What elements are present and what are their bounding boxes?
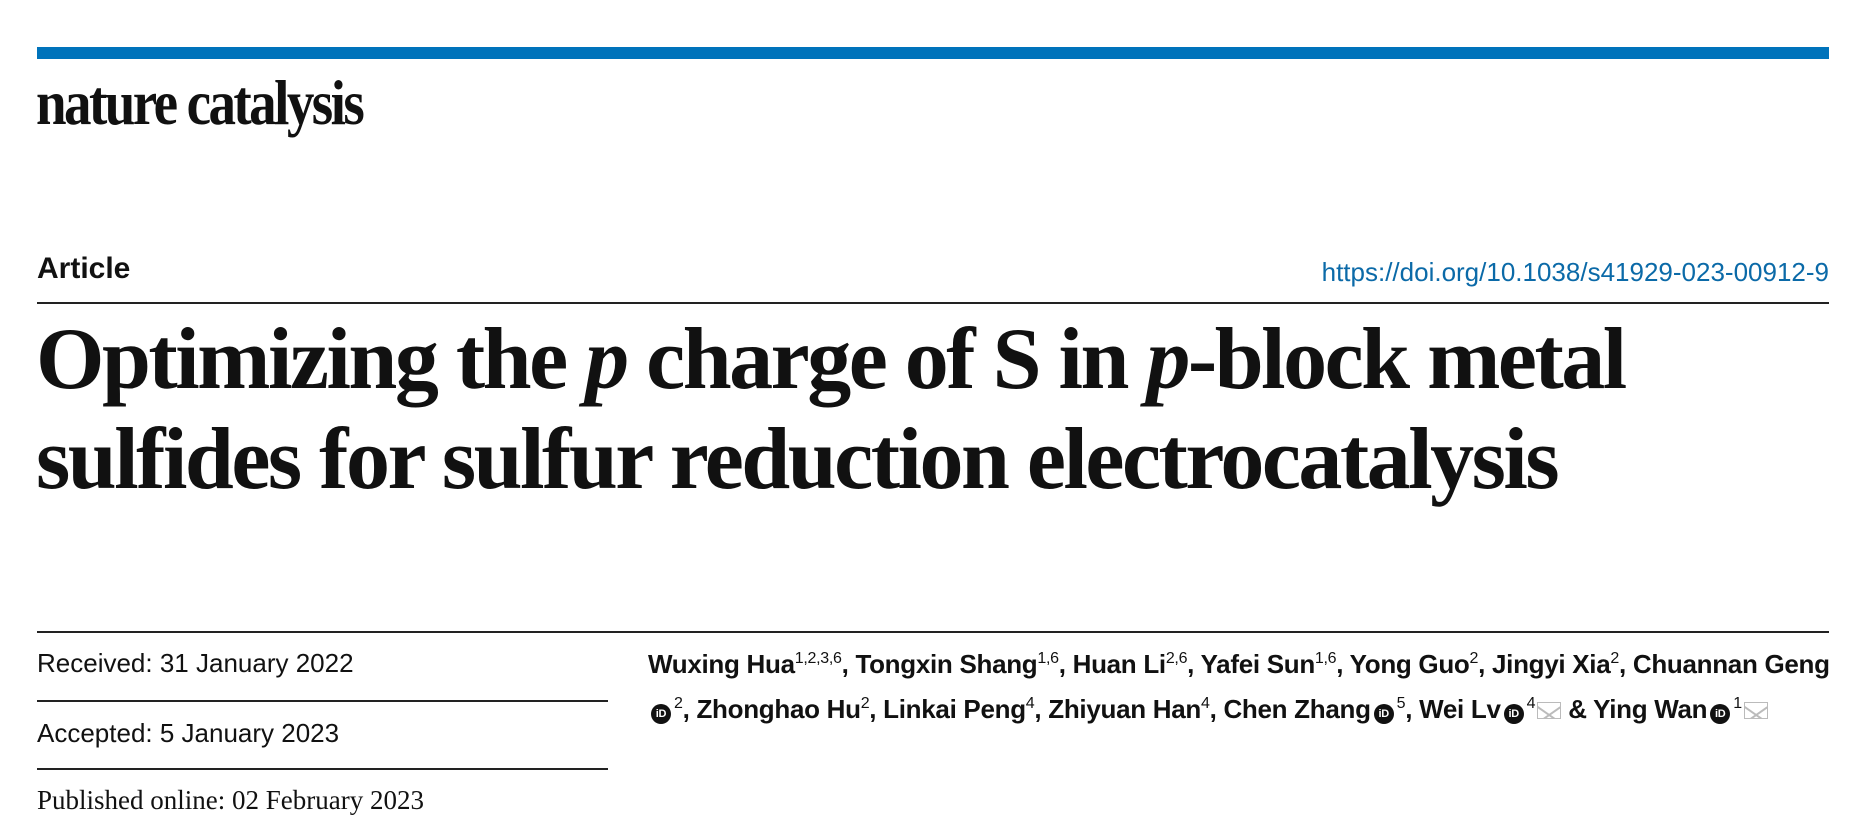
author-name[interactable]: Chuannan Geng (1632, 649, 1830, 679)
header-divider (37, 302, 1829, 304)
author[interactable]: Huan Li2,6 (1073, 649, 1188, 679)
author-name[interactable]: Linkai Peng (883, 694, 1026, 724)
affiliation-marker[interactable]: 2 (1469, 650, 1479, 667)
title-divider (37, 631, 1829, 633)
affiliation-marker[interactable]: 4 (1025, 695, 1035, 712)
author[interactable]: Ying Wan iD1 (1593, 694, 1768, 724)
author-list: Wuxing Hua1,2,3,6, Tongxin Shang1,6, Hua… (648, 642, 1838, 732)
title-text: sulfides for sulfur reduction electrocat… (36, 411, 1560, 508)
title-italic: p (1146, 311, 1190, 408)
affiliation-marker[interactable]: 1,2,3,6 (794, 650, 842, 667)
author-name[interactable]: Ying Wan (1593, 694, 1708, 724)
affiliation-marker[interactable]: 2,6 (1165, 650, 1188, 667)
accepted-date: Accepted: 5 January 2023 (37, 718, 340, 748)
author-name[interactable]: Tongxin Shang (855, 649, 1038, 679)
affiliation-marker[interactable]: 1 (1733, 695, 1742, 712)
author-name[interactable]: Yafei Sun (1200, 649, 1316, 679)
envelope-icon[interactable] (1537, 702, 1562, 719)
author[interactable]: Chuannan GengiD2 (648, 649, 1830, 724)
author[interactable]: Zhonghao Hu2 (696, 694, 869, 724)
author[interactable]: Tongxin Shang1,6 (855, 649, 1059, 679)
affiliation-marker[interactable]: 1,6 (1037, 650, 1059, 667)
author[interactable]: Zhiyuan Han4 (1048, 694, 1210, 724)
separator: , (1405, 694, 1420, 724)
affiliation-marker[interactable]: 2 (1610, 650, 1619, 667)
doi-link[interactable]: https://doi.org/10.1038/s41929-023-00912… (1321, 257, 1829, 287)
orcid-icon[interactable]: iD (1710, 704, 1731, 724)
article-type: Article (37, 252, 131, 285)
author-name[interactable]: Huan Li (1072, 649, 1167, 679)
title-text: charge of S in (626, 311, 1147, 408)
affiliation-marker[interactable]: 4 (1526, 695, 1536, 712)
received-date: Received: 31 January 2022 (37, 648, 354, 678)
orcid-icon[interactable]: iD (1503, 704, 1524, 724)
journal-logo[interactable]: nature catalysis (36, 67, 365, 138)
affiliation-marker[interactable]: 2 (860, 695, 870, 712)
envelope-icon[interactable] (1743, 702, 1768, 719)
separator: , (1058, 649, 1073, 679)
author-name[interactable]: Jingyi Xia (1491, 649, 1611, 679)
separator: , (841, 649, 856, 679)
affiliation-marker[interactable]: 5 (1396, 695, 1406, 712)
author-name[interactable]: Wuxing Hua (648, 649, 795, 679)
separator: , (1478, 649, 1492, 679)
author[interactable]: Yong Guo2 (1349, 649, 1479, 679)
author-name[interactable]: Wei Lv (1419, 694, 1501, 724)
published-date: Published online: 02 February 2023 (37, 785, 424, 815)
separator: , (1187, 649, 1201, 679)
author[interactable]: Wei Lv iD4 (1419, 694, 1562, 724)
author[interactable]: Yafei Sun1,6 (1201, 649, 1337, 679)
author[interactable]: Wuxing Hua1,2,3,6 (648, 649, 842, 679)
separator: , (1034, 694, 1049, 724)
separator: , (1336, 649, 1350, 679)
date-divider (37, 700, 608, 702)
journal-accent-bar (37, 47, 1829, 59)
orcid-icon[interactable]: iD (651, 704, 671, 724)
separator: , (682, 694, 697, 724)
date-divider (37, 768, 608, 770)
title-text: Optimizing the (36, 311, 586, 408)
author[interactable]: Linkai Peng4 (883, 694, 1035, 724)
author-name[interactable]: Zhiyuan Han (1048, 694, 1201, 724)
affiliation-marker[interactable]: 2 (674, 695, 683, 712)
affiliation-marker[interactable]: 1,6 (1314, 650, 1337, 667)
separator: , (1209, 694, 1224, 724)
title-italic: p (585, 311, 629, 408)
article-title: Optimizing the p charge of S in p-block … (36, 310, 1846, 510)
separator: , (869, 694, 884, 724)
author[interactable]: Chen Zhang iD5 (1223, 694, 1406, 724)
separator: , (1618, 649, 1633, 679)
author-name[interactable]: Yong Guo (1349, 649, 1470, 679)
author-name[interactable]: Zhonghao Hu (696, 694, 861, 724)
author[interactable]: Jingyi Xia2 (1492, 649, 1619, 679)
title-text: -block metal (1187, 311, 1627, 408)
author-name[interactable]: Chen Zhang (1223, 694, 1371, 724)
orcid-icon[interactable]: iD (1373, 704, 1394, 724)
separator: & (1561, 694, 1594, 724)
affiliation-marker[interactable]: 4 (1200, 695, 1210, 712)
